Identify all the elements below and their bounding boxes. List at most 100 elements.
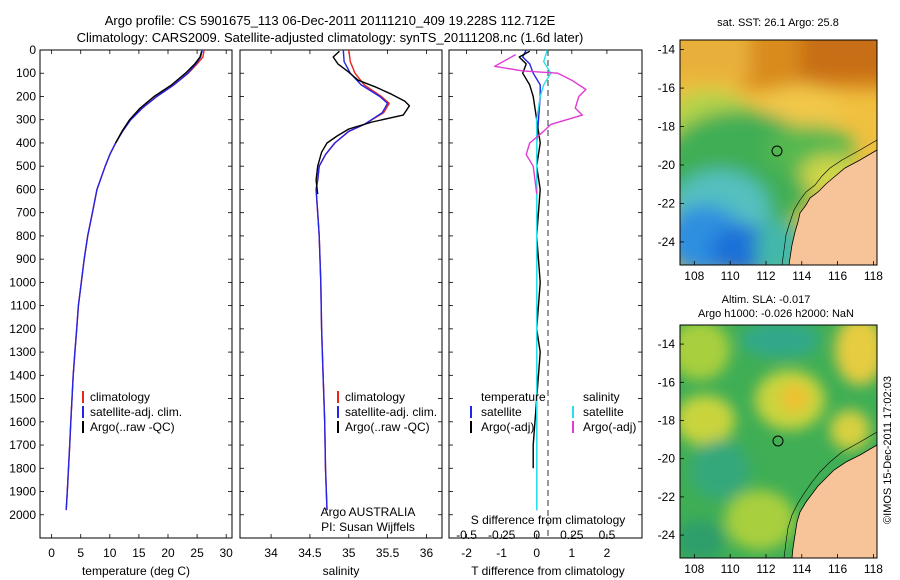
- difference-plot-frame: [448, 49, 643, 539]
- legend-swatch-salinity-argo: [572, 421, 574, 433]
- s-tick-label: 0.5: [599, 528, 616, 542]
- map-x-tick-label: 118: [864, 269, 883, 283]
- sst-map-axes: 108 110 112 114 116 118 -14 -16 -18 -20 -22 -24: [658, 43, 884, 283]
- s-tick-label: -0.25: [488, 528, 516, 542]
- land-mass: [789, 150, 877, 265]
- s-difference-x-label: S difference from climatology: [471, 513, 626, 527]
- map-y-tick-label: -24: [658, 235, 676, 249]
- legend-label-climatology: climatology: [90, 390, 150, 404]
- legend-label-salinity-argo: Argo(-adj): [583, 420, 636, 434]
- temperature-plot-frame: [39, 49, 233, 539]
- legend-label-argo: Argo(..raw -QC): [90, 420, 175, 434]
- depth-tick-label: 800: [16, 229, 36, 243]
- depth-tick-label: 1200: [9, 322, 36, 336]
- x-tick-label: 30: [220, 546, 234, 560]
- legend-label-satellite: satellite-adj. clim.: [345, 405, 437, 419]
- sst-map-frame: [679, 39, 878, 266]
- legend-label-satellite: satellite-adj. clim.: [90, 405, 182, 419]
- legend-title-temperature: temperature: [481, 390, 546, 404]
- x-tick-label: 0: [533, 546, 540, 560]
- legend-swatch-satellite: [82, 406, 84, 418]
- x-tick-label: 35.5: [376, 546, 400, 560]
- difference-x-axis: -2 -1 0 1 2: [461, 50, 611, 560]
- map-x-tick-label: 112: [756, 269, 775, 283]
- x-tick-label: 35: [342, 546, 356, 560]
- map-x-tick-label: 110: [721, 562, 740, 576]
- salinity-legend: climatology satellite-adj. clim. Argo(..…: [337, 390, 437, 434]
- argo-location-marker: [772, 435, 784, 447]
- salinity-x-label: salinity: [323, 564, 360, 578]
- depth-tick-label: 0: [29, 43, 36, 57]
- depth-tick-label: 1500: [9, 392, 36, 406]
- map-y-tick-label: -18: [658, 120, 676, 134]
- x-tick-label: 1: [568, 546, 575, 560]
- difference-series: [493, 49, 587, 511]
- sst-map-field: [680, 40, 877, 265]
- argo-location-marker: [771, 145, 783, 157]
- salinity-series: [315, 49, 411, 511]
- legend-label-temperature-satellite: satellite: [481, 405, 522, 419]
- difference-s-axis: -0.5 -0.25 0 0.25 0.5: [456, 528, 615, 542]
- land-mass: [792, 445, 877, 558]
- x-tick-label: 0: [48, 546, 55, 560]
- sla-map-axes: 108 110 112 114 116 118 -14 -16 -18 -20 -22 -24: [658, 337, 884, 576]
- temperature-x-axis: 0 5 10 15 20 25 30: [48, 50, 233, 560]
- sst-map-title: sat. SST: 26.1 Argo: 25.8: [717, 17, 839, 29]
- depth-tick-label: 1300: [9, 345, 36, 359]
- x-tick-label: 25: [190, 546, 204, 560]
- map-x-tick-label: 108: [684, 562, 704, 576]
- figure-title-line2: Climatology: CARS2009. Satellite-adjuste…: [77, 30, 584, 45]
- map-y-tick-label: -22: [658, 490, 676, 504]
- sla-map-title-line1: Altim. SLA: -0.017: [722, 294, 811, 306]
- series-line: [315, 49, 389, 511]
- series-line: [493, 53, 587, 195]
- difference-legend: temperature satellite Argo(-adj) salinit…: [470, 390, 636, 434]
- series-line: [536, 49, 552, 511]
- series-line: [315, 50, 411, 195]
- s-tick-label: 0: [533, 528, 540, 542]
- credit-timestamp: ©IMOS 15-Dec-2011 17:02:03: [882, 376, 894, 524]
- map-x-tick-label: 108: [684, 269, 704, 283]
- s-tick-label: 0.25: [560, 528, 584, 542]
- depth-tick-label: 900: [16, 252, 36, 266]
- x-tick-label: 2: [604, 546, 611, 560]
- figure-title-line1: Argo profile: CS 5901675_113 06-Dec-2011…: [105, 13, 556, 28]
- legend-swatch-satellite: [337, 406, 339, 418]
- map-y-tick-label: -22: [658, 196, 676, 210]
- legend-label-climatology: climatology: [345, 390, 405, 404]
- x-tick-label: 10: [103, 546, 117, 560]
- depth-tick-label: 600: [16, 182, 36, 196]
- depth-tick-label: 1000: [9, 275, 36, 289]
- depth-tick-label: 1900: [9, 485, 36, 499]
- annotation-argo-australia: Argo AUSTRALIA: [321, 505, 416, 519]
- x-tick-label: 36: [420, 546, 434, 560]
- x-tick-label: 20: [161, 546, 175, 560]
- x-tick-label: -2: [461, 546, 472, 560]
- series-line: [315, 49, 390, 511]
- depth-tick-label: 200: [16, 89, 36, 103]
- x-tick-label: 15: [132, 546, 146, 560]
- map-y-tick-label: -16: [658, 81, 676, 95]
- sla-map-frame: [679, 324, 878, 559]
- map-y-tick-label: -16: [658, 375, 676, 389]
- legend-swatch-climatology: [337, 391, 339, 403]
- legend-title-salinity: salinity: [583, 390, 620, 404]
- series-line: [65, 49, 203, 511]
- depth-tick-label: 400: [16, 136, 36, 150]
- series-line: [65, 49, 205, 511]
- salinity-plot-frame: [239, 49, 443, 539]
- depth-tick-label: 500: [16, 159, 36, 173]
- s-tick-label: -0.5: [456, 528, 477, 542]
- depth-tick-label: 100: [16, 66, 36, 80]
- legend-swatch-temperature-satellite: [470, 406, 472, 418]
- temperature-legend: climatology satellite-adj. clim. Argo(..…: [82, 390, 182, 434]
- depth-axis: 0 100 200 300 400 500 600 700 800 900 1000 1100 1200…: [9, 43, 642, 522]
- map-x-tick-label: 114: [792, 562, 811, 576]
- map-x-tick-label: 114: [792, 269, 811, 283]
- legend-label-argo: Argo(..raw -QC): [345, 420, 430, 434]
- legend-swatch-climatology: [82, 391, 84, 403]
- series-line: [114, 51, 203, 144]
- x-tick-label: 34: [264, 546, 278, 560]
- legend-swatch-argo: [82, 421, 84, 433]
